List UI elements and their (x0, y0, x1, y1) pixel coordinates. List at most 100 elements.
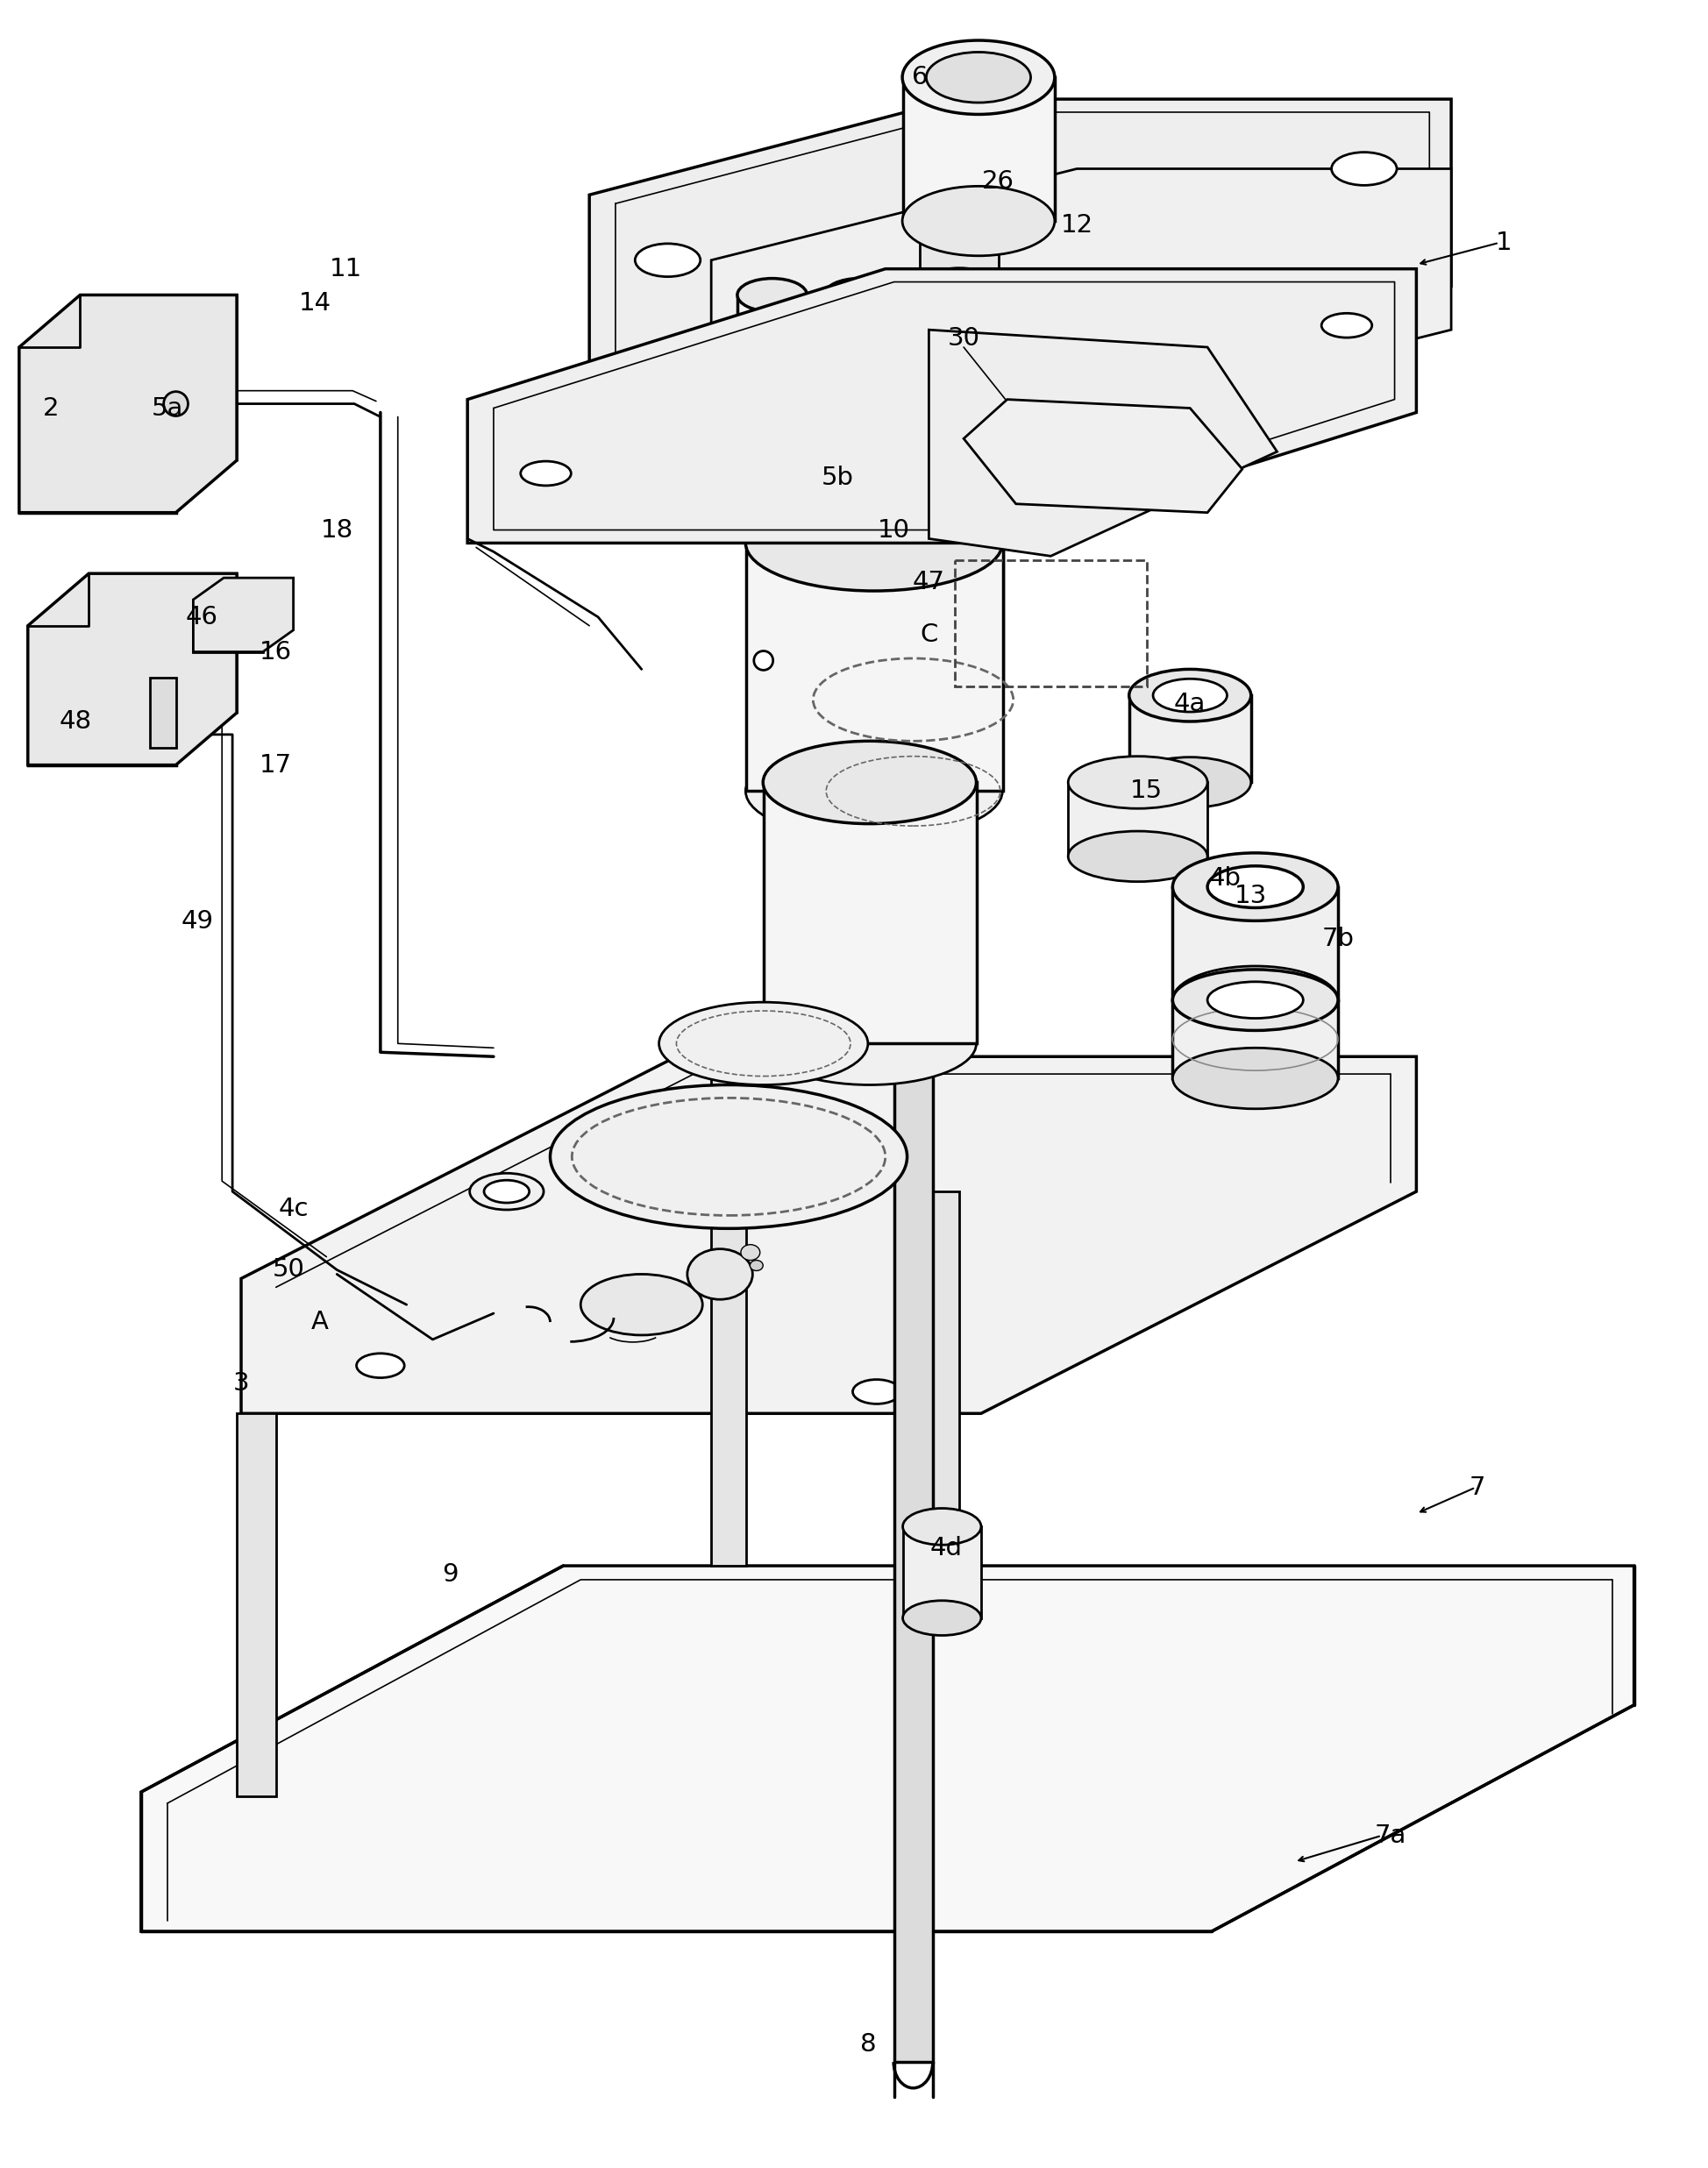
Polygon shape (19, 347, 176, 512)
Text: 47: 47 (912, 570, 945, 594)
Ellipse shape (746, 744, 1003, 839)
Text: 4c: 4c (278, 1197, 309, 1221)
Text: 12: 12 (1061, 212, 1093, 238)
Polygon shape (763, 783, 977, 1043)
Ellipse shape (851, 449, 977, 505)
Text: 26: 26 (982, 169, 1015, 195)
Ellipse shape (825, 436, 893, 468)
Ellipse shape (1208, 982, 1303, 1019)
Polygon shape (142, 1565, 1635, 1932)
Ellipse shape (1332, 152, 1397, 184)
Ellipse shape (687, 1249, 753, 1299)
Ellipse shape (823, 648, 1003, 726)
Text: 15: 15 (1131, 778, 1163, 804)
Text: A: A (311, 1309, 328, 1333)
Ellipse shape (902, 41, 1054, 115)
Text: 7a: 7a (1375, 1823, 1406, 1847)
Text: 50: 50 (273, 1257, 306, 1281)
Text: 4b: 4b (1209, 865, 1242, 891)
Polygon shape (746, 542, 1003, 791)
Ellipse shape (750, 1260, 763, 1270)
Ellipse shape (483, 1179, 529, 1203)
Ellipse shape (763, 741, 977, 824)
Text: 18: 18 (321, 518, 354, 542)
Text: 5a: 5a (152, 397, 183, 421)
Ellipse shape (1173, 967, 1337, 1034)
Text: 5b: 5b (822, 466, 854, 490)
Polygon shape (1173, 887, 1337, 999)
Ellipse shape (823, 386, 1003, 464)
Ellipse shape (1173, 969, 1337, 1030)
Polygon shape (825, 295, 893, 451)
Ellipse shape (550, 1084, 907, 1229)
Polygon shape (929, 330, 1278, 555)
Polygon shape (193, 579, 294, 653)
Text: 4a: 4a (1173, 692, 1206, 715)
Polygon shape (1173, 999, 1337, 1077)
Polygon shape (711, 1056, 746, 1565)
Ellipse shape (921, 269, 999, 304)
Polygon shape (150, 679, 176, 748)
Ellipse shape (1068, 830, 1208, 882)
Polygon shape (237, 1414, 277, 1797)
Polygon shape (193, 601, 263, 653)
Polygon shape (241, 1056, 1416, 1414)
Text: 1: 1 (1494, 230, 1512, 256)
Ellipse shape (851, 607, 977, 663)
Ellipse shape (825, 278, 893, 312)
Polygon shape (963, 399, 1242, 512)
Ellipse shape (902, 186, 1054, 256)
Ellipse shape (1153, 679, 1226, 711)
Ellipse shape (1068, 757, 1208, 809)
Ellipse shape (1173, 1047, 1337, 1108)
Text: 7: 7 (1469, 1474, 1486, 1500)
Polygon shape (27, 627, 176, 765)
Polygon shape (711, 169, 1452, 421)
Ellipse shape (1129, 670, 1250, 722)
Ellipse shape (926, 52, 1030, 102)
Text: 4d: 4d (931, 1537, 963, 1561)
Ellipse shape (904, 1509, 980, 1546)
Polygon shape (921, 217, 999, 286)
Ellipse shape (753, 650, 774, 670)
Ellipse shape (357, 1353, 405, 1379)
Text: 8: 8 (859, 2031, 876, 2057)
Ellipse shape (1173, 852, 1337, 921)
Text: 17: 17 (260, 752, 292, 778)
Text: 30: 30 (948, 325, 980, 351)
Ellipse shape (635, 243, 700, 278)
Ellipse shape (164, 392, 188, 416)
Text: 6: 6 (912, 65, 927, 89)
Text: 3: 3 (232, 1370, 249, 1396)
Text: 10: 10 (878, 518, 910, 542)
Text: 16: 16 (260, 640, 292, 663)
Ellipse shape (738, 436, 806, 468)
Ellipse shape (470, 1173, 543, 1210)
Polygon shape (589, 100, 1452, 382)
Polygon shape (921, 1192, 960, 1574)
Text: 14: 14 (299, 291, 331, 317)
Polygon shape (825, 425, 1003, 687)
Text: 2: 2 (43, 397, 60, 421)
Polygon shape (904, 78, 1056, 221)
Ellipse shape (1322, 312, 1372, 338)
Ellipse shape (1208, 865, 1303, 908)
Ellipse shape (763, 1002, 977, 1084)
Text: 11: 11 (330, 256, 362, 282)
Ellipse shape (921, 197, 999, 234)
Text: 13: 13 (1235, 882, 1267, 908)
Polygon shape (851, 477, 977, 635)
Text: 48: 48 (60, 709, 92, 733)
Polygon shape (738, 295, 806, 451)
Text: 49: 49 (181, 908, 214, 934)
Polygon shape (27, 575, 237, 765)
Polygon shape (1129, 696, 1250, 783)
Text: 9: 9 (442, 1563, 458, 1587)
Polygon shape (19, 295, 237, 512)
Ellipse shape (741, 1244, 760, 1260)
Ellipse shape (738, 278, 806, 312)
Polygon shape (904, 1526, 980, 1617)
Text: C: C (921, 622, 938, 646)
Text: 7b: 7b (1322, 926, 1354, 952)
Ellipse shape (659, 1002, 868, 1084)
